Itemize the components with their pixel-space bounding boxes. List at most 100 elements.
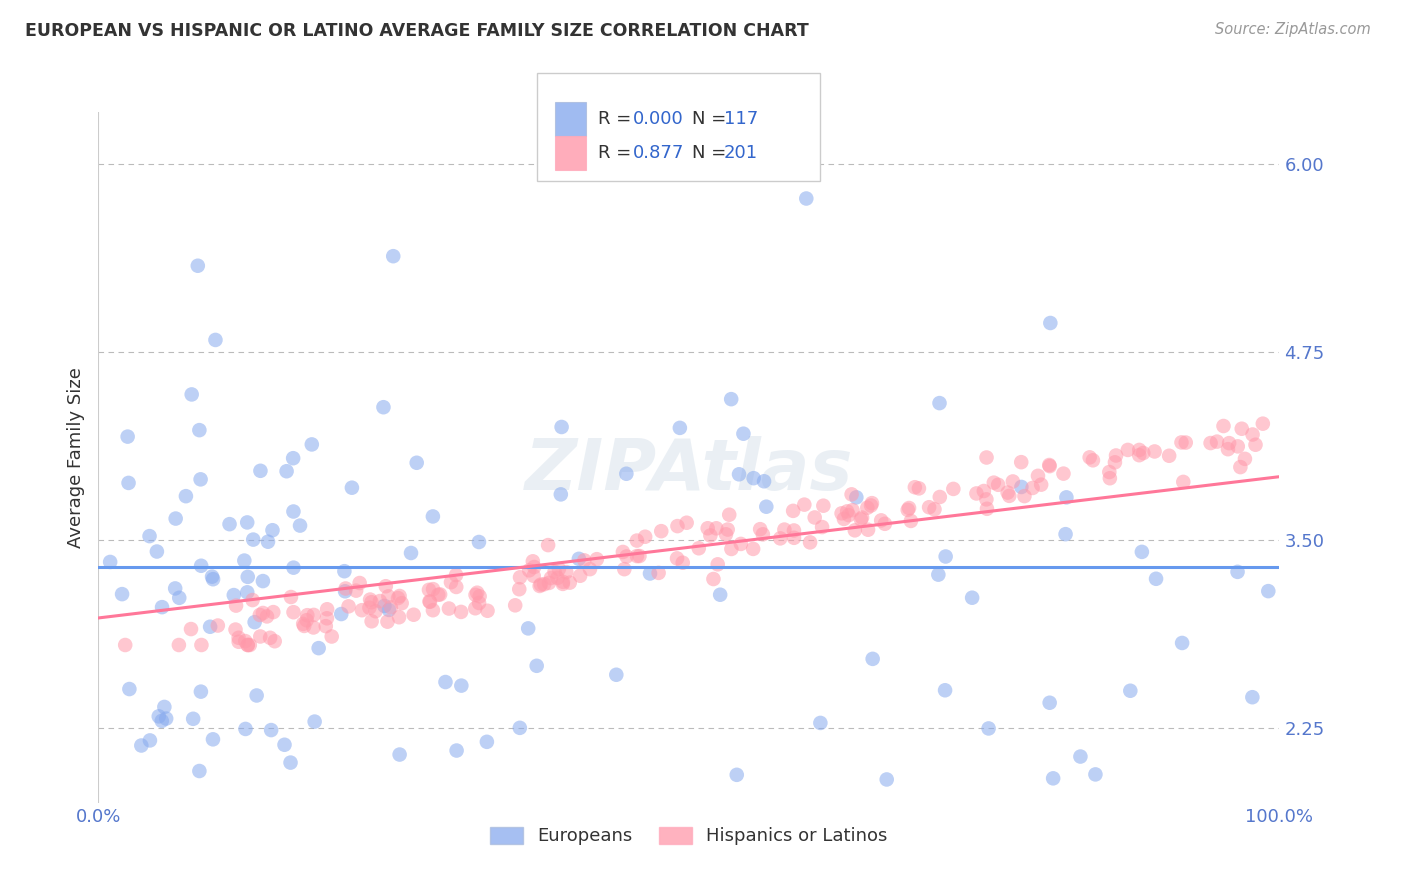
- Point: [1014, 489, 1036, 503]
- Text: 0.000: 0.000: [633, 110, 683, 128]
- Point: [228, 631, 250, 645]
- Point: [465, 585, 488, 599]
- Point: [799, 535, 821, 549]
- Point: [669, 421, 692, 435]
- Point: [235, 722, 257, 736]
- Point: [297, 608, 319, 623]
- Point: [273, 738, 295, 752]
- Point: [292, 619, 315, 633]
- Point: [873, 516, 896, 531]
- Point: [188, 764, 211, 778]
- Point: [508, 582, 530, 597]
- Point: [976, 501, 998, 516]
- Point: [841, 503, 863, 517]
- Point: [190, 684, 212, 698]
- Point: [612, 545, 634, 559]
- Point: [550, 487, 572, 501]
- Point: [374, 579, 396, 593]
- Point: [368, 594, 391, 608]
- Point: [783, 531, 806, 545]
- Point: [650, 524, 672, 538]
- Point: [174, 489, 197, 503]
- Point: [378, 603, 401, 617]
- Point: [998, 489, 1021, 503]
- Point: [696, 521, 718, 535]
- Point: [1098, 471, 1121, 485]
- Point: [1170, 435, 1192, 450]
- Point: [359, 600, 381, 615]
- Point: [1159, 449, 1181, 463]
- Point: [794, 192, 817, 206]
- Point: [165, 582, 187, 596]
- Point: [405, 456, 427, 470]
- Point: [769, 532, 792, 546]
- Point: [236, 585, 259, 599]
- Point: [437, 601, 460, 615]
- Point: [522, 554, 544, 568]
- Point: [900, 514, 922, 528]
- Point: [333, 584, 356, 599]
- Point: [422, 603, 444, 617]
- Point: [139, 733, 162, 747]
- Point: [699, 528, 721, 542]
- Point: [569, 568, 592, 582]
- Point: [333, 564, 356, 578]
- Point: [1119, 683, 1142, 698]
- Point: [262, 605, 284, 619]
- Point: [1229, 460, 1251, 475]
- Point: [897, 503, 920, 517]
- Point: [276, 464, 298, 478]
- Point: [918, 500, 941, 515]
- Point: [942, 482, 965, 496]
- Point: [841, 487, 863, 501]
- Point: [714, 527, 737, 541]
- Point: [249, 607, 271, 622]
- Point: [647, 566, 669, 580]
- Point: [429, 587, 451, 601]
- Point: [187, 259, 209, 273]
- Point: [262, 523, 284, 537]
- Point: [844, 524, 866, 538]
- Point: [292, 616, 315, 631]
- Point: [509, 721, 531, 735]
- Point: [876, 772, 898, 787]
- Point: [605, 667, 627, 681]
- Point: [468, 535, 491, 549]
- Point: [202, 572, 225, 586]
- Point: [1143, 444, 1166, 458]
- Point: [540, 571, 562, 585]
- Point: [1078, 450, 1101, 465]
- Point: [742, 541, 765, 556]
- Point: [755, 500, 778, 514]
- Point: [1130, 545, 1153, 559]
- Point: [388, 610, 411, 624]
- Point: [832, 512, 855, 526]
- Point: [782, 504, 804, 518]
- Point: [666, 519, 689, 533]
- Point: [246, 689, 269, 703]
- Point: [702, 572, 724, 586]
- Point: [288, 518, 311, 533]
- Point: [634, 530, 657, 544]
- Point: [1010, 480, 1032, 494]
- Point: [188, 423, 211, 437]
- Point: [382, 249, 405, 263]
- Point: [720, 392, 742, 406]
- Point: [1233, 451, 1256, 466]
- Point: [935, 549, 957, 564]
- Text: 201: 201: [724, 144, 758, 161]
- Point: [928, 396, 950, 410]
- Point: [860, 496, 883, 510]
- Point: [1171, 636, 1194, 650]
- Point: [236, 638, 259, 652]
- Point: [517, 621, 540, 635]
- Point: [98, 555, 121, 569]
- Point: [1116, 442, 1139, 457]
- Point: [551, 574, 574, 589]
- Point: [1226, 439, 1249, 453]
- Point: [1054, 527, 1077, 541]
- Point: [1173, 475, 1195, 489]
- Point: [1010, 455, 1032, 469]
- Point: [742, 471, 765, 485]
- Text: R =: R =: [598, 144, 631, 161]
